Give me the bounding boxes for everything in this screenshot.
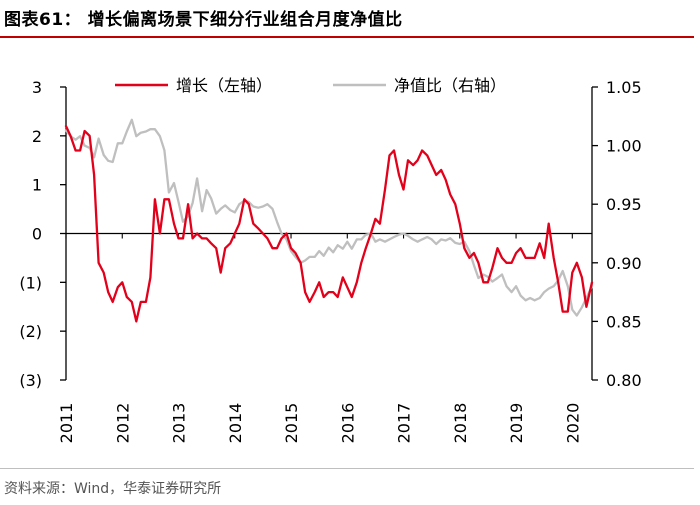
left-tick-label: 1 — [32, 176, 42, 195]
right-tick-label: 0.90 — [606, 254, 642, 273]
source-note: 资料来源：Wind，华泰证券研究所 — [4, 481, 222, 497]
x-tick-label: 2017 — [395, 403, 414, 444]
left-tick-label: 3 — [32, 78, 42, 97]
legend-growth-label: 增长（左轴） — [176, 76, 272, 95]
x-tick-label: 2015 — [282, 403, 301, 444]
figure-title: 图表61： 增长偏离场景下细分行业组合月度净值比 — [4, 10, 403, 30]
legend: 增长（左轴） 净值比（右轴） — [115, 76, 506, 95]
left-tick-label: 2 — [32, 127, 42, 146]
x-tick-label: 2016 — [338, 403, 357, 444]
x-tick-label: 2013 — [170, 403, 189, 444]
left-tick-label: (1) — [19, 273, 42, 292]
x-tick-label: 2012 — [113, 403, 132, 444]
x-tick-label: 2019 — [507, 403, 526, 444]
series-growth-line — [64, 124, 594, 323]
right-tick-label: 1.00 — [606, 137, 642, 156]
left-tick-label: (3) — [19, 371, 42, 390]
left-tick-label: (2) — [19, 322, 42, 341]
x-tick-label: 2018 — [451, 403, 470, 444]
x-tick-label: 2011 — [57, 403, 76, 444]
bottom-rule — [0, 468, 694, 469]
series-nav-line — [64, 118, 594, 317]
chart: 增长（左轴） 净值比（右轴） 3 2 1 0 (1) (2) (3) 1.05 1.00 0.95… — [19, 76, 641, 443]
x-tick-label: 2014 — [226, 403, 245, 444]
right-tick-label: 0.80 — [606, 371, 642, 390]
left-tick-label: 0 — [32, 225, 42, 244]
right-tick-label: 0.85 — [606, 312, 642, 331]
legend-nav-label: 净值比（右轴） — [394, 76, 506, 95]
right-tick-label: 1.05 — [606, 78, 642, 97]
title-rule — [0, 36, 694, 38]
series-layer — [64, 118, 594, 323]
x-tick-label: 2020 — [563, 403, 582, 444]
right-tick-label: 0.95 — [606, 195, 642, 214]
axes: 3 2 1 0 (1) (2) (3) 1.05 1.00 0.95 0.90 0.85 0.80 201… — [19, 78, 641, 443]
